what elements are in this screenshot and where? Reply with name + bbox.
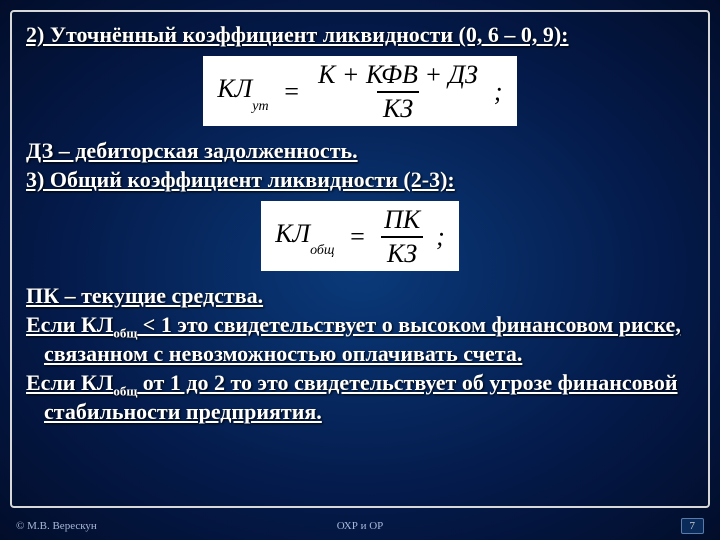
- formula-2-denominator: КЗ: [381, 236, 423, 267]
- dz-definition: ДЗ – дебиторская задолженность.: [26, 138, 694, 165]
- formula-2-numerator: ПК: [378, 207, 426, 236]
- footer: © М.В. Верескун ОХР и ОР 7: [0, 518, 720, 534]
- formula-1-container: КЛут = К + КФВ + ДЗ КЗ ;: [26, 56, 694, 126]
- section3-heading: 3) Общий коэффициент ликвидности (2-3):: [26, 167, 694, 193]
- formula-2-container: КЛобщ = ПК КЗ ;: [26, 201, 694, 271]
- footer-author: © М.В. Верескун: [16, 520, 97, 532]
- section2-heading: 2) Уточнённый коэффициент ликвидности (0…: [26, 22, 694, 48]
- footer-title: ОХР и ОР: [337, 520, 384, 532]
- formula-1-numerator: К + КФВ + ДЗ: [312, 62, 484, 91]
- risk-text-1: Если КЛобщ < 1 это свидетельствует о выс…: [26, 312, 694, 368]
- formula-2: КЛобщ = ПК КЗ ;: [261, 201, 459, 271]
- risk-text-2: Если КЛобщ от 1 до 2 то это свидетельств…: [26, 370, 694, 426]
- formula-1-denominator: КЗ: [377, 91, 419, 122]
- formula-1: КЛут = К + КФВ + ДЗ КЗ ;: [203, 56, 516, 126]
- page-number: 7: [681, 518, 705, 534]
- content-frame: 2) Уточнённый коэффициент ликвидности (0…: [10, 10, 710, 508]
- pk-definition: ПК – текущие средства.: [26, 283, 694, 310]
